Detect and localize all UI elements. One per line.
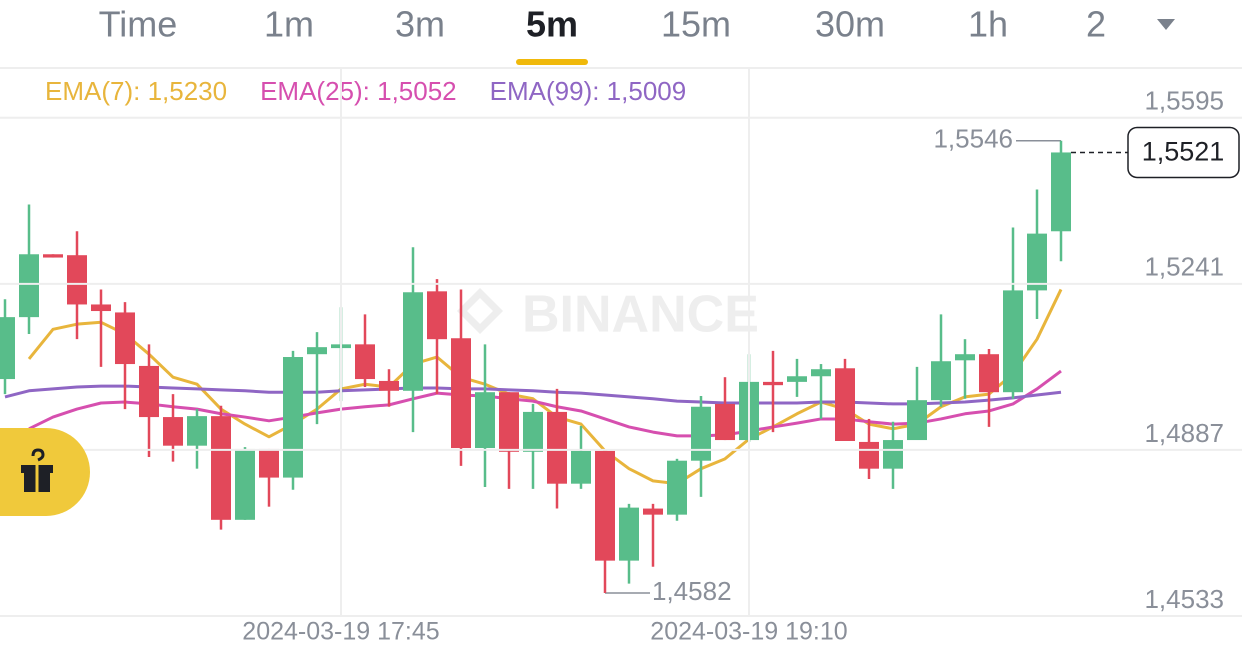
candle-body xyxy=(907,400,927,441)
gift-icon-question xyxy=(31,448,45,462)
timeframe-tab[interactable]: 30m xyxy=(815,4,885,45)
candle-body xyxy=(811,369,831,377)
candle-body xyxy=(499,392,519,452)
timeframe-tab[interactable]: 1h xyxy=(968,4,1008,45)
candle-body xyxy=(451,338,471,449)
active-tab-underline xyxy=(516,59,588,65)
candle-body xyxy=(571,450,591,484)
candle-body xyxy=(835,368,855,441)
tab-bar: Time 1m 3m 5m 15m 30m 1h 2 xyxy=(99,4,1106,65)
candle-body xyxy=(523,411,543,452)
candle-body xyxy=(187,416,207,446)
last-price-box xyxy=(1127,126,1240,179)
y-tick-label: 1,4887 xyxy=(1144,418,1224,448)
watermark-text: BINANCE xyxy=(522,286,759,344)
candle-body xyxy=(595,450,615,561)
candle-body xyxy=(547,411,567,484)
dropdown-arrow[interactable] xyxy=(1157,19,1175,30)
candle-body xyxy=(0,317,15,380)
candle-body xyxy=(283,357,303,478)
candle-body xyxy=(211,416,231,520)
timeframe-tab[interactable]: 5m xyxy=(526,4,578,45)
candle-body xyxy=(667,460,687,515)
last-price-label: 1,5521 xyxy=(1142,137,1225,167)
legend-entry: EMA(99): 1,5009 xyxy=(490,76,687,106)
candle-body xyxy=(115,312,135,365)
legend-entry: EMA(25): 1,5052 xyxy=(260,76,457,106)
candle-body xyxy=(763,381,783,386)
candle-body xyxy=(715,403,735,441)
candle-body xyxy=(163,417,183,446)
timeframe-tab[interactable]: 1m xyxy=(264,4,314,45)
candle-body xyxy=(43,254,63,258)
watermark: BINANCE xyxy=(457,286,759,344)
candle-body xyxy=(691,406,711,461)
candle-body xyxy=(355,344,375,380)
annotation-label: 1,5546 xyxy=(933,124,1013,154)
ema-lines xyxy=(4,288,1063,486)
timeframe-tab[interactable]: 3m xyxy=(395,4,445,45)
candle-body xyxy=(979,354,999,393)
gift-button[interactable] xyxy=(0,428,90,516)
candle-body xyxy=(931,361,951,401)
candle-body xyxy=(235,448,255,520)
candle-body xyxy=(379,380,399,391)
timeframe-tab[interactable]: 15m xyxy=(661,4,731,45)
candle-body xyxy=(619,507,639,561)
ema-line xyxy=(28,369,1062,438)
candle-body xyxy=(91,304,111,312)
legend-entry: EMA(7): 1,5230 xyxy=(45,76,227,106)
annotations: 1,5546 1,4582 xyxy=(605,124,1061,606)
last-price: 1,5521 xyxy=(1071,126,1240,179)
candle-body xyxy=(1003,290,1023,393)
candle-body xyxy=(19,254,39,318)
annotation-label: 1,4582 xyxy=(652,576,732,606)
candle-body xyxy=(1051,152,1071,232)
candle-body xyxy=(1027,233,1047,291)
candle-body xyxy=(259,448,279,478)
y-tick-label: 1,5595 xyxy=(1144,86,1224,116)
candle-body xyxy=(883,440,903,469)
watermark-logo xyxy=(457,288,503,334)
candle-body xyxy=(139,365,159,418)
candle-body xyxy=(859,441,879,469)
timeframe-tab[interactable]: Time xyxy=(99,4,178,45)
candle-body xyxy=(427,291,447,340)
candle-body xyxy=(307,347,327,355)
candle-body xyxy=(787,376,807,382)
grid: 1,5595 1,5241 1,4887 1,4533 2024-03-19 17:45… xyxy=(0,68,1242,646)
x-tick-label: 2024-03-19 17:45 xyxy=(242,618,439,646)
candle-body xyxy=(67,255,87,305)
timeframe-tab[interactable]: 2 xyxy=(1086,4,1106,45)
legend: EMA(7): 1,5230 EMA(25): 1,5052 EMA(99): 1,… xyxy=(45,76,686,106)
candle-body xyxy=(643,508,663,515)
x-tick-label: 2024-03-19 19:10 xyxy=(650,618,847,646)
y-tick-label: 1,4533 xyxy=(1144,584,1224,614)
candle-body xyxy=(475,392,495,449)
y-tick-label: 1,5241 xyxy=(1144,252,1224,282)
candle-body xyxy=(955,354,975,361)
ema-line xyxy=(4,384,1062,406)
candle-body xyxy=(403,292,423,391)
